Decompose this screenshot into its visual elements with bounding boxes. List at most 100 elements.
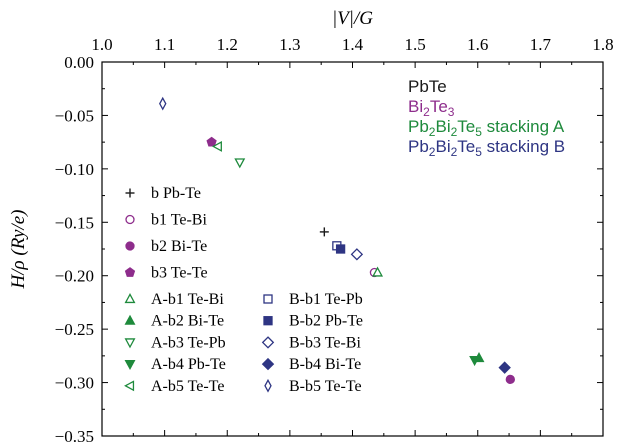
legend-label-b1-te-bi: b1 Te-Bi (151, 212, 207, 229)
marker-shape (263, 316, 273, 326)
x-tick-label: 1.1 (154, 35, 175, 54)
text-run: stacking A (482, 117, 565, 136)
legend-marker-b-b3-te-bi (261, 336, 275, 349)
point-b-b2-pb-te (335, 244, 346, 254)
text-run: PbTe (408, 77, 447, 96)
marker-shape (372, 266, 384, 277)
marker-shape (261, 357, 275, 371)
marker-shape (498, 361, 511, 374)
marker-shape (469, 356, 481, 367)
legend-marker-a-b3-te-pb (124, 338, 136, 349)
text-run: stacking B (482, 137, 565, 156)
legend-marker-b2-bi-te (125, 241, 135, 251)
y-tick-label: −0.15 (55, 213, 94, 232)
subscript: 2 (451, 125, 458, 139)
subscript: 2 (429, 125, 436, 139)
x-tick-label: 1.0 (91, 35, 112, 54)
legend-label-b3-te-te: b3 Te-Te (151, 265, 208, 282)
legend-label-a-b5-te-te: A-b5 Te-Te (151, 378, 224, 395)
marker-shape (234, 158, 246, 169)
marker-shape (124, 380, 135, 392)
text-run: Bi (408, 97, 423, 116)
point-a-b5-te-te (211, 140, 222, 152)
subscript: 2 (423, 105, 430, 119)
marker-shape (211, 140, 222, 152)
marker-shape (206, 136, 217, 147)
legend-marker-a-b4-pb-te (124, 359, 136, 371)
y-tick-label: −0.35 (55, 427, 94, 446)
point-b2-bi-te (505, 374, 515, 385)
text-run: Te (430, 97, 448, 116)
point-b-b5-te-te (159, 96, 167, 111)
text-run: Te (457, 117, 475, 136)
subscript: 3 (448, 105, 455, 119)
x-tick-label: 1.3 (279, 35, 300, 54)
axes: 1.0 1.1 1.2 1.3 1.4 1.5 1.6 1.7 1.8 0.00 −0.05 −0.1… (55, 35, 614, 446)
legend-label-b-b3-te-bi: B-b3 Te-Bi (289, 334, 361, 351)
marker-shape (124, 314, 136, 325)
data-points (159, 96, 515, 385)
legend-label-b-b2-pb-te: B-b2 Pb-Te (289, 313, 363, 330)
x-tick-label: 1.6 (467, 35, 488, 54)
legend-marker-a-b1-te-bi (124, 293, 136, 304)
legend-marker-a-b5-te-te (124, 380, 135, 392)
marker-shape (124, 293, 136, 304)
y-tick-label: −0.20 (55, 267, 94, 286)
subscript: 2 (429, 145, 436, 159)
point-b-b4-bi-te (498, 361, 511, 374)
legend-marker-b-b1-te-pb (263, 294, 273, 304)
point-a-b1-te-bi (372, 266, 384, 277)
legend-label-a-b3-te-pb: A-b3 Te-Pb (151, 334, 226, 351)
system-label-stackingb: Pb2Bi2Te5 stacking B (408, 137, 565, 159)
x-tick-label: 1.4 (342, 35, 364, 54)
legend-label-b-b5-te-te: B-b5 Te-Te (289, 378, 362, 395)
subscript: 5 (475, 145, 482, 159)
system-label-bi2te3: Bi2Te3 (408, 97, 455, 119)
text-run: Pb (408, 137, 429, 156)
legend-label-b-pb-te: b Pb-Te (151, 185, 201, 202)
legend-marker-b-b5-te-te (264, 378, 272, 393)
y-tick-label: −0.30 (55, 374, 94, 393)
legend-marker-b-b4-bi-te (261, 357, 275, 371)
x-tick-label: 1.5 (405, 35, 426, 54)
legend-marker-b-pb-te (125, 188, 135, 198)
marker-shape (159, 96, 167, 111)
point-a-b3-te-pb (234, 158, 246, 169)
legend-marker-b3-te-te (124, 267, 136, 277)
subscript: 2 (451, 145, 458, 159)
text-run: Te (457, 137, 475, 156)
text-run: Bi (435, 117, 450, 136)
legend-label-a-b2-bi-te: A-b2 Bi-Te (151, 313, 224, 330)
y-axis-title: H/ρ (Ry/e) (8, 210, 29, 290)
legend-marker-a-b2-bi-te (124, 314, 136, 325)
marker-shape (124, 338, 136, 349)
x-tick-label: 1.7 (530, 35, 552, 54)
y-tick-label: 0.00 (64, 53, 94, 72)
y-tick-label: −0.05 (55, 106, 94, 125)
marker-shape (264, 378, 272, 393)
point-b-b3-te-bi (350, 248, 364, 261)
text-run: Pb (408, 117, 429, 136)
marker-shape (335, 244, 346, 254)
legend-marker-b-b2-pb-te (263, 316, 273, 326)
marker-shape (124, 359, 136, 371)
legend-label-b2-bi-te: b2 Bi-Te (151, 238, 207, 255)
point-a-b4-pb-te (469, 356, 481, 367)
legend-marker-b1-te-bi (125, 214, 135, 225)
marker-shape (350, 248, 364, 261)
marker-shape (124, 267, 136, 277)
marker-shape (125, 241, 135, 251)
x-tick-label: 1.8 (592, 35, 613, 54)
text-run: Bi (435, 137, 450, 156)
marker-shape (505, 374, 515, 385)
marker-shape (261, 336, 275, 349)
subscript: 5 (475, 125, 482, 139)
system-label-pbte: PbTe (408, 77, 447, 96)
legend-label-b-b1-te-pb: B-b1 Te-Pb (289, 291, 363, 308)
marker-shape (263, 294, 273, 304)
x-axis-title: |V|/G (332, 8, 373, 29)
point-b-pb-te (319, 227, 329, 237)
marker-legend: b Pb-Te b1 Te-Bi b2 Bi-Te b3 Te-Te A-b1 Te-B… (124, 185, 363, 395)
